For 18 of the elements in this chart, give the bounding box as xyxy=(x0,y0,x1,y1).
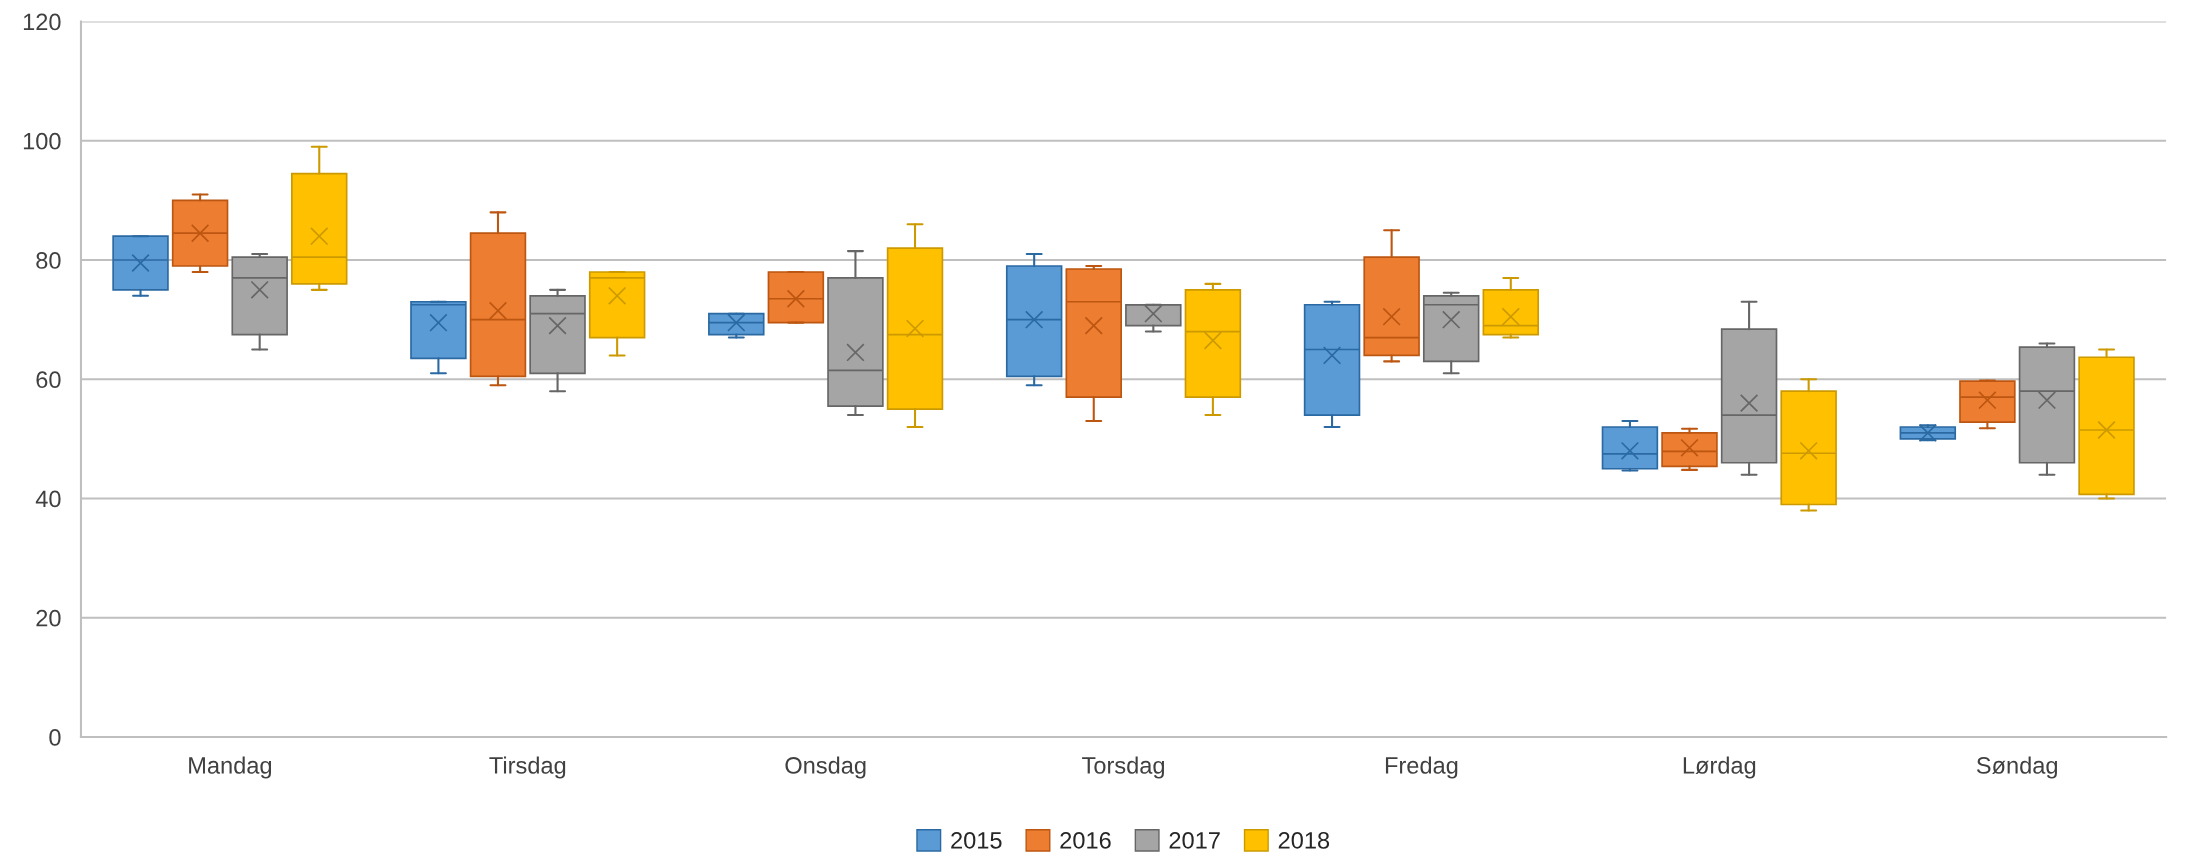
y-tick-label: 60 xyxy=(36,371,61,389)
legend-label: 2018 xyxy=(1278,831,1330,849)
legend-label: 2015 xyxy=(951,831,1002,849)
legend-label: 2017 xyxy=(1169,831,1220,849)
y-tick-label: 40 xyxy=(35,490,61,508)
x-tick-label: Mandag xyxy=(189,756,272,779)
x-tick-label: Torsdag xyxy=(1082,756,1165,779)
x-tick-label: Lørdag xyxy=(1683,756,1756,779)
y-tick-label: 100 xyxy=(23,132,61,150)
x-tick-label: Fredag xyxy=(1385,756,1458,779)
y-tick-label: 120 xyxy=(23,13,61,31)
y-tick-label: 20 xyxy=(36,609,61,627)
x-tick-label: Tirsdag xyxy=(489,756,566,779)
y-tick-label: 80 xyxy=(36,252,61,269)
x-tick-label: Søndag xyxy=(1976,756,2058,779)
legend-label: 2016 xyxy=(1060,831,1111,849)
y-tick-label: 0 xyxy=(49,729,61,746)
x-tick-label: Onsdag xyxy=(785,756,866,779)
